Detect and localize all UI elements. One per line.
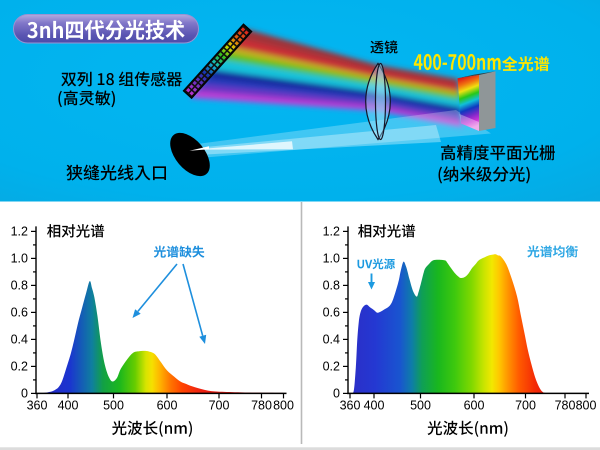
svg-text:500: 500 — [410, 399, 431, 413]
svg-text:0: 0 — [21, 387, 28, 401]
svg-text:1.0: 1.0 — [323, 252, 340, 266]
svg-text:0.6: 0.6 — [323, 306, 340, 320]
svg-text:500: 500 — [103, 399, 124, 413]
svg-text:800: 800 — [576, 399, 597, 413]
svg-text:0.6: 0.6 — [11, 306, 28, 320]
svg-text:360: 360 — [340, 399, 361, 413]
svg-text:600: 600 — [464, 399, 485, 413]
svg-text:800: 800 — [273, 399, 294, 413]
svg-text:1.2: 1.2 — [11, 225, 28, 239]
svg-text:400: 400 — [58, 399, 79, 413]
svg-text:780: 780 — [251, 399, 272, 413]
svg-text:0.8: 0.8 — [323, 279, 340, 293]
svg-text:0.4: 0.4 — [11, 333, 28, 347]
svg-text:1.0: 1.0 — [11, 252, 28, 266]
svg-text:400: 400 — [364, 399, 385, 413]
svg-text:700: 700 — [515, 399, 536, 413]
svg-text:700: 700 — [209, 399, 230, 413]
svg-text:0: 0 — [333, 387, 340, 401]
svg-text:600: 600 — [157, 399, 178, 413]
svg-text:0.2: 0.2 — [323, 360, 340, 374]
svg-text:360: 360 — [27, 399, 48, 413]
svg-text:0.8: 0.8 — [11, 279, 28, 293]
svg-text:780: 780 — [555, 399, 576, 413]
svg-text:0.2: 0.2 — [11, 360, 28, 374]
svg-text:1.2: 1.2 — [323, 225, 340, 239]
svg-text:0.4: 0.4 — [323, 333, 340, 347]
